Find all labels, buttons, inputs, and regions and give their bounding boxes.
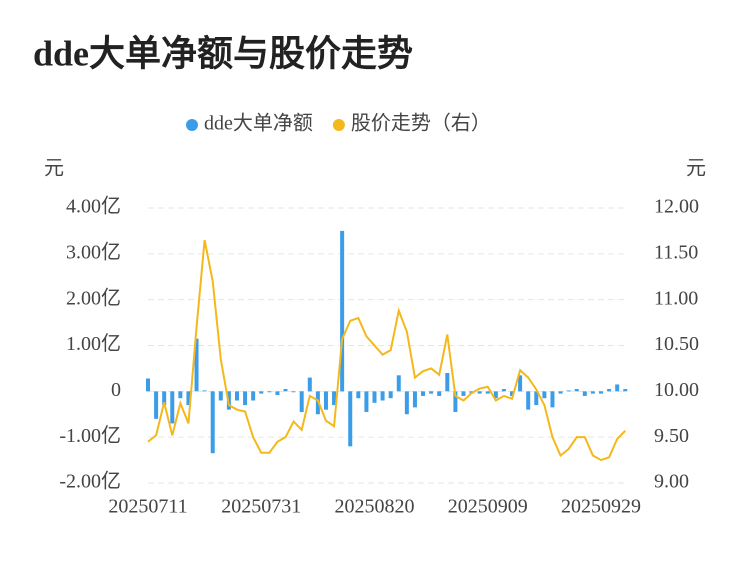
bar xyxy=(218,391,223,401)
bar xyxy=(615,384,620,392)
bar xyxy=(453,391,458,412)
y2-tick-label: 12.00 xyxy=(654,196,699,218)
bar xyxy=(501,389,506,392)
bar xyxy=(307,377,312,392)
bar xyxy=(607,389,612,392)
bar xyxy=(323,391,328,410)
y2-tick-label: 10.00 xyxy=(654,379,699,401)
x-tick-label: 20250909 xyxy=(448,496,528,518)
bar xyxy=(534,391,539,406)
bar xyxy=(412,391,417,408)
bar xyxy=(429,391,434,394)
x-tick-label: 20250820 xyxy=(335,496,415,518)
bar xyxy=(510,391,515,396)
bar xyxy=(170,391,175,424)
bar xyxy=(590,391,595,394)
bar xyxy=(477,391,482,394)
bar xyxy=(146,378,150,392)
y-tick-label: 3.00亿 xyxy=(66,240,121,263)
bar xyxy=(461,391,466,396)
bar xyxy=(437,391,442,396)
legend-label: 股价走势（右） xyxy=(351,112,491,135)
bar xyxy=(364,391,369,412)
bar xyxy=(566,390,571,392)
x-tick-label: 20250929 xyxy=(561,496,641,518)
y2-tick-label: 10.50 xyxy=(654,333,699,355)
bar xyxy=(332,391,337,406)
bar xyxy=(162,391,167,406)
y2-tick-label: 11.50 xyxy=(654,241,698,263)
bar xyxy=(404,391,409,415)
bar xyxy=(275,391,280,395)
bar xyxy=(202,390,207,392)
bar xyxy=(234,391,239,401)
bar xyxy=(243,391,248,406)
bar xyxy=(299,391,304,412)
legend-marker xyxy=(332,119,345,131)
x-tick-label: 20250711 xyxy=(108,496,187,518)
y-tick-label: 1.00亿 xyxy=(66,332,121,355)
bar xyxy=(372,391,377,403)
bar xyxy=(259,391,264,394)
y-tick-label: 4.00亿 xyxy=(66,195,121,218)
bar xyxy=(251,391,256,401)
bar xyxy=(550,391,555,408)
y-tick-label: -1.00亿 xyxy=(59,424,121,447)
y2-tick-label: 11.00 xyxy=(654,287,698,309)
bar xyxy=(210,391,215,454)
bar xyxy=(380,391,385,401)
bar xyxy=(518,375,523,392)
y2-tick-label: 9.50 xyxy=(654,425,689,447)
bar xyxy=(356,391,361,399)
price-line xyxy=(147,239,626,462)
bar xyxy=(485,391,490,394)
bar xyxy=(558,391,563,394)
legend-label: dde大单净额 xyxy=(204,112,313,135)
bar xyxy=(493,391,498,399)
bar xyxy=(445,373,450,392)
bar xyxy=(178,391,183,399)
bar xyxy=(154,391,159,419)
bar xyxy=(574,389,579,392)
bar xyxy=(542,391,547,399)
bar xyxy=(283,389,288,392)
bar xyxy=(396,375,401,392)
bar xyxy=(421,391,426,396)
bar xyxy=(186,391,191,406)
y-tick-label: -2.00亿 xyxy=(59,470,121,493)
bar xyxy=(267,391,272,393)
y2-axis-unit: 元 xyxy=(686,158,706,180)
bar xyxy=(623,389,628,392)
bar xyxy=(599,391,603,394)
bar xyxy=(340,230,345,392)
y-tick-label: 2.00亿 xyxy=(66,286,121,309)
y-axis-unit: 元 xyxy=(44,158,64,180)
bar xyxy=(582,391,587,396)
bar xyxy=(291,391,296,393)
chart-title: dde大单净额与股价走势 xyxy=(33,33,413,73)
bar xyxy=(526,391,531,410)
bar xyxy=(388,391,393,399)
legend-marker xyxy=(186,119,198,131)
x-tick-label: 20250731 xyxy=(221,496,301,518)
y-tick-label: 0 xyxy=(111,379,121,401)
bar xyxy=(348,391,353,447)
y2-tick-label: 9.00 xyxy=(654,471,689,493)
bar xyxy=(194,338,199,392)
